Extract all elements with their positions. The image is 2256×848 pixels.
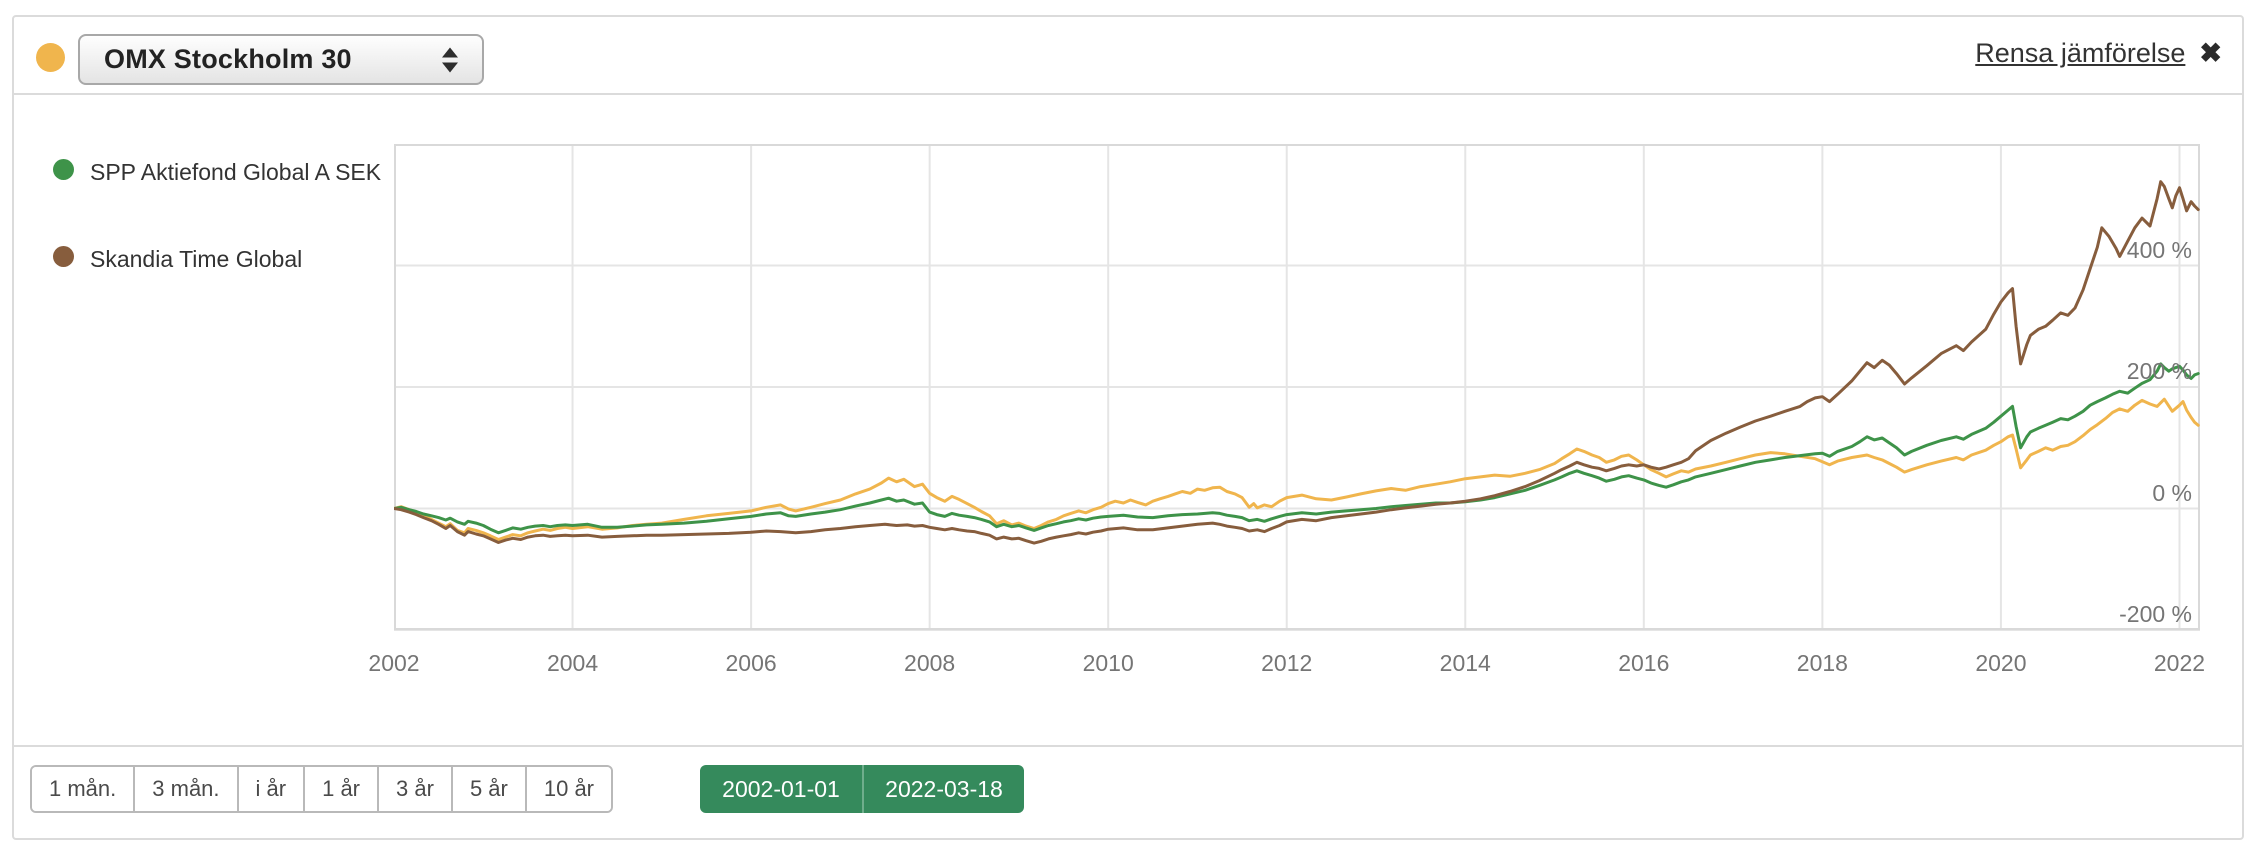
range-button-1-mån-[interactable]: 1 mån. [32, 767, 134, 811]
arrow-up-icon [442, 47, 458, 57]
start-date-button[interactable]: 2002-01-01 [700, 765, 862, 813]
series-line-spp-aktiefond-global-a-sek [394, 362, 2200, 535]
clear-comparison: Rensa jämförelse ✖ [1975, 38, 2222, 69]
topbar-divider [14, 93, 2242, 95]
legend-label: Skandia Time Global [90, 246, 303, 272]
panel-border [12, 15, 2244, 840]
x-axis-tick-label: 2018 [1796, 650, 1848, 676]
legend-dot-green [53, 159, 74, 180]
series-line-skandia-time-global [394, 180, 2200, 545]
x-axis-tick-label: 2010 [1082, 650, 1134, 676]
y-axis-tick-label: 0 % [2152, 479, 2192, 506]
x-axis-tick-label: 2020 [1975, 650, 2027, 676]
footer-divider [14, 745, 2242, 747]
comparison-series-dot [36, 43, 65, 72]
y-axis-tick-label: 400 % [2126, 236, 2192, 263]
x-axis-tick-label: 2014 [1439, 650, 1491, 676]
end-date-button[interactable]: 2022-03-18 [862, 765, 1024, 813]
range-button-3-år[interactable]: 3 år [377, 767, 451, 811]
comparison-index-select[interactable]: OMX Stockholm 30 [78, 34, 484, 85]
y-axis-tick-label: 200 % [2126, 358, 2192, 384]
legend-dot-brown [53, 246, 74, 267]
arrow-down-icon [442, 62, 458, 72]
x-axis-tick-label: 2022 [2153, 650, 2206, 676]
y-axis-tick-label: -200 % [2119, 601, 2192, 627]
range-button-1-år[interactable]: 1 år [303, 767, 378, 811]
select-spinner-icon [442, 47, 458, 72]
close-icon[interactable]: ✖ [2199, 38, 2222, 68]
range-button-group: 1 mån. 3 mån. i år 1 år 3 år 5 år 10 år [30, 765, 614, 813]
clear-comparison-link[interactable]: Rensa jämförelse [1975, 38, 2186, 68]
range-button-3-mån-[interactable]: 3 mån. [133, 767, 237, 811]
legend-label: SPP Aktiefond Global A SEK [90, 159, 382, 185]
x-axis-tick-label: 2006 [725, 650, 777, 676]
plot-border [394, 144, 2200, 630]
x-axis-tick-label: 2002 [368, 650, 420, 676]
x-axis-tick-label: 2008 [904, 650, 956, 676]
series-line-omx-stockholm-30 [394, 397, 2200, 541]
x-axis-tick-label: 2016 [1618, 650, 1670, 676]
selected-index-value: OMX Stockholm 30 [104, 44, 352, 74]
range-button-i-år[interactable]: i år [236, 767, 304, 811]
range-button-10-år[interactable]: 10 år [524, 767, 612, 811]
legend-item-spp: SPP Aktiefond Global A SEK [53, 157, 382, 187]
x-axis-tick-label: 2012 [1261, 650, 1313, 676]
performance-chart [394, 144, 2200, 631]
x-axis-tick-label: 2004 [546, 650, 599, 676]
legend-item-skandia: Skandia Time Global [53, 244, 382, 274]
date-range-group: 2002-01-01 2022-03-18 [700, 765, 1024, 813]
range-button-5-år[interactable]: 5 år [450, 767, 525, 811]
